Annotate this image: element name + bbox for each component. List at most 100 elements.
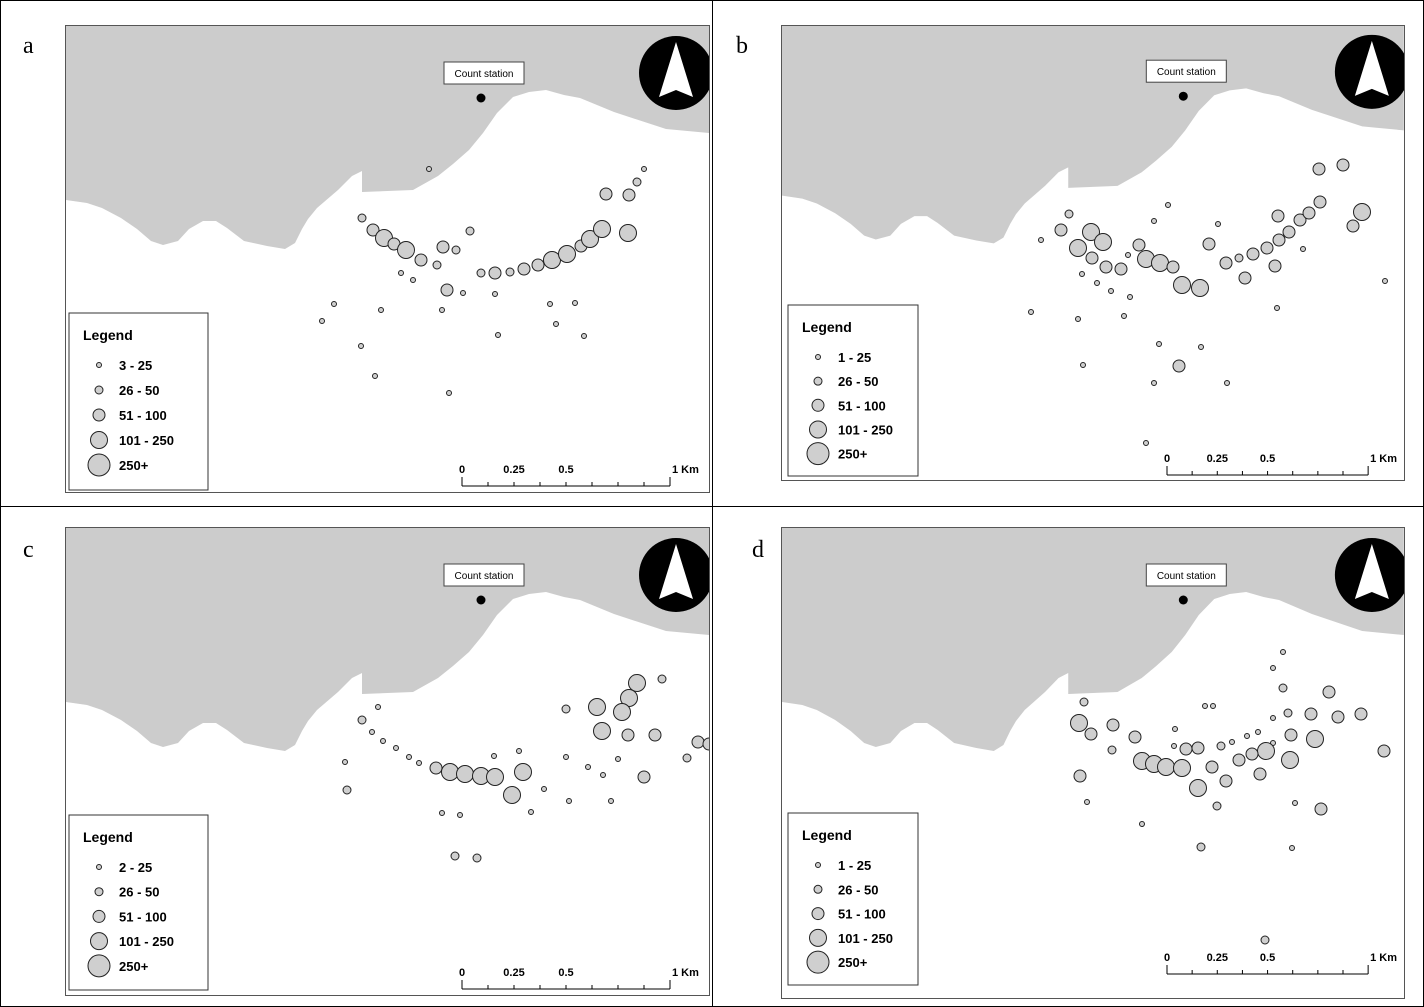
- count-point: [451, 245, 461, 255]
- count-point: [1171, 743, 1177, 749]
- count-point: [1377, 744, 1391, 758]
- count-point: [682, 753, 692, 763]
- count-point: [1278, 683, 1288, 693]
- count-point: [331, 301, 337, 307]
- count-point: [369, 729, 375, 735]
- count-station-marker: [476, 595, 486, 605]
- scale-bar-label: 0: [459, 967, 465, 979]
- count-point: [372, 373, 378, 379]
- count-point: [460, 290, 466, 296]
- legend-item-label: 51 - 100: [838, 398, 886, 413]
- count-point: [615, 756, 621, 762]
- map-svg: Count station Legend 2 - 25 26 - 50 51 - 100…: [66, 528, 709, 991]
- count-point: [547, 301, 553, 307]
- count-point: [1205, 760, 1219, 774]
- legend-item-label: 1 - 25: [838, 350, 871, 365]
- count-point: [531, 258, 545, 272]
- count-point: [446, 390, 452, 396]
- count-station-label: Count station: [1157, 67, 1216, 78]
- legend-title: Legend: [83, 829, 133, 845]
- count-point: [1313, 195, 1327, 209]
- legend-symbol: [96, 864, 102, 870]
- panel-letter-b: b: [736, 33, 748, 59]
- panel-letter-a: a: [23, 33, 34, 59]
- count-point: [1128, 730, 1142, 744]
- count-station-label-box: [443, 61, 525, 85]
- count-point: [1151, 218, 1157, 224]
- scale-bar-label: 0.5: [1260, 453, 1275, 465]
- legend-symbol: [87, 453, 111, 477]
- legend-item-label: 101 - 250: [838, 931, 893, 946]
- count-point: [1202, 237, 1216, 251]
- legend-symbol: [811, 398, 825, 412]
- count-point: [543, 251, 561, 269]
- land-area: [782, 528, 1404, 751]
- count-point: [476, 268, 486, 278]
- count-point: [1094, 280, 1100, 286]
- legend-item-label: 51 - 100: [838, 907, 886, 922]
- count-point: [563, 754, 569, 760]
- map-svg: Count station Legend 1 - 25 26 - 50 51 - 100…: [782, 26, 1404, 477]
- count-point: [380, 738, 386, 744]
- count-point: [528, 809, 534, 815]
- count-point: [378, 307, 384, 313]
- count-point: [558, 245, 576, 263]
- count-point: [1246, 247, 1260, 261]
- count-point: [440, 283, 454, 297]
- north-arrow-icon: [639, 36, 709, 110]
- count-point: [1216, 741, 1226, 751]
- legend-symbol: [87, 954, 111, 978]
- count-point: [441, 763, 459, 781]
- count-point: [426, 166, 432, 172]
- count-point: [1172, 726, 1178, 732]
- count-point: [621, 728, 635, 742]
- count-point: [342, 759, 348, 765]
- map-panel-a: Count station Legend 3 - 25 26 - 50 51 - 100…: [65, 25, 710, 493]
- legend-title: Legend: [83, 327, 133, 343]
- count-point: [1166, 260, 1180, 274]
- count-point: [514, 763, 532, 781]
- count-point: [1306, 730, 1324, 748]
- count-point: [581, 230, 599, 248]
- count-point: [1232, 753, 1246, 767]
- count-point: [553, 321, 559, 327]
- count-point: [1382, 278, 1388, 284]
- map-svg: Count station Legend 3 - 25 26 - 50 51 - 100…: [66, 26, 709, 491]
- count-point: [495, 332, 501, 338]
- count-point: [1157, 758, 1175, 776]
- legend: Legend 1 - 25 26 - 50 51 - 100 101 - 250 250+: [787, 304, 919, 477]
- count-point: [1314, 802, 1328, 816]
- legend: Legend 1 - 25 26 - 50 51 - 100 101 - 250 250+: [787, 812, 919, 986]
- count-point: [1270, 715, 1276, 721]
- count-point: [1312, 162, 1326, 176]
- map-panel-d: Count station Legend 1 - 25 26 - 50 51 - 100…: [781, 527, 1405, 999]
- scale-bar: 0 0.25 0.5 1 Km: [1164, 952, 1397, 975]
- count-point: [1084, 727, 1098, 741]
- legend-item-label: 101 - 250: [838, 422, 893, 437]
- legend-symbol: [806, 950, 830, 974]
- count-point: [1282, 225, 1296, 239]
- count-point: [1289, 845, 1295, 851]
- map-panel-c: Count station Legend 2 - 25 26 - 50 51 - 100…: [65, 527, 710, 996]
- count-station-label: Count station: [455, 69, 514, 80]
- count-point: [1121, 313, 1127, 319]
- count-point: [1271, 209, 1285, 223]
- count-point: [622, 188, 636, 202]
- count-point: [1293, 213, 1307, 227]
- land-area: [782, 26, 1404, 244]
- count-point: [1070, 714, 1088, 732]
- count-point: [488, 266, 502, 280]
- count-point: [1331, 710, 1345, 724]
- count-point: [358, 343, 364, 349]
- count-point: [1280, 649, 1286, 655]
- count-point: [1179, 742, 1193, 756]
- count-point: [1257, 742, 1275, 760]
- count-point: [1346, 219, 1360, 233]
- count-point: [439, 307, 445, 313]
- legend: Legend 2 - 25 26 - 50 51 - 100 101 - 250 250+: [68, 814, 209, 991]
- count-point: [457, 812, 463, 818]
- count-point: [1085, 251, 1099, 265]
- count-point: [342, 785, 352, 795]
- count-point: [1268, 259, 1282, 273]
- count-point: [1189, 779, 1207, 797]
